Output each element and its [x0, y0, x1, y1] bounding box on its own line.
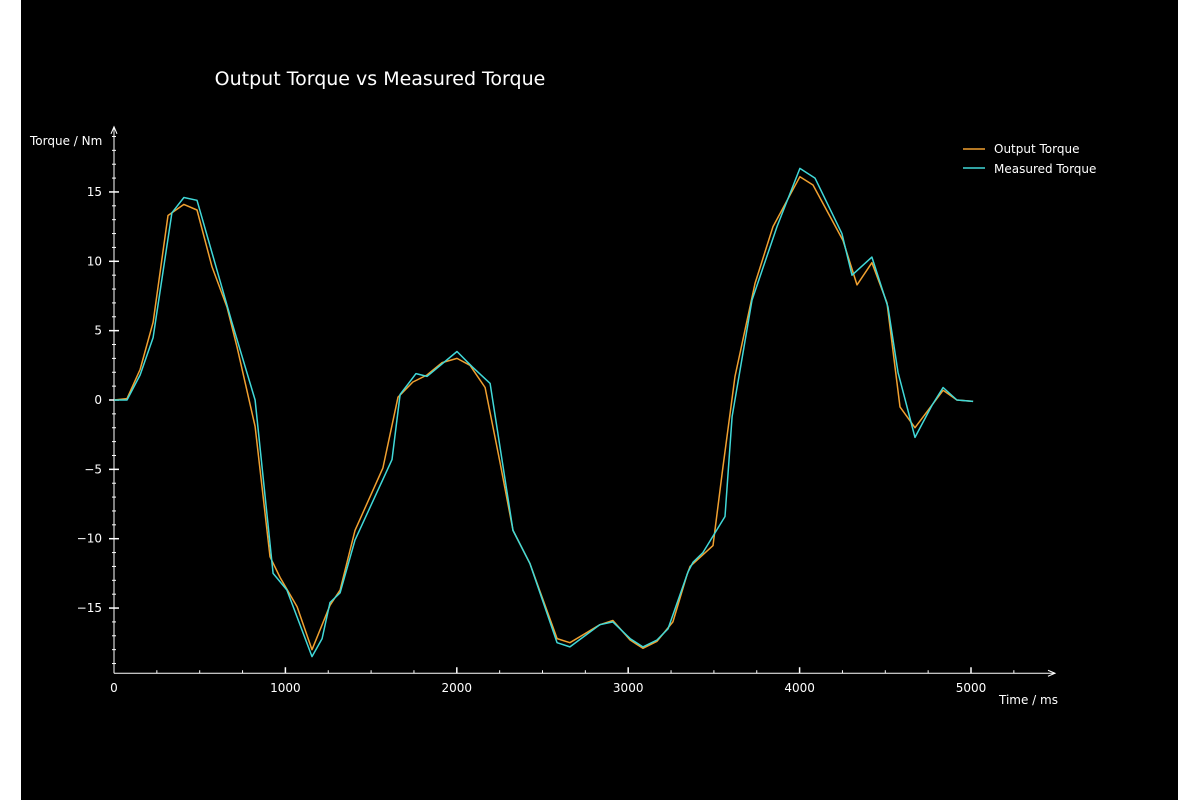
- x-tick-label: 1000: [270, 681, 301, 695]
- y-tick-label: −5: [84, 462, 102, 476]
- x-axis-label: Time / ms: [998, 693, 1058, 707]
- y-tick-label: 0: [94, 393, 102, 407]
- x-tick-label: 0: [110, 681, 118, 695]
- legend-label-output: Output Torque: [994, 142, 1079, 156]
- y-tick-label: −15: [77, 601, 102, 615]
- series-line-output-torque: [113, 175, 974, 651]
- x-tick-label: 5000: [956, 681, 987, 695]
- series-group: [113, 167, 974, 658]
- y-tick-label: 5: [94, 324, 102, 338]
- y-axis-label: Torque / Nm: [29, 134, 102, 148]
- x-axis-arrow: [1047, 669, 1057, 677]
- axes: −15 −10 −5 0 5 10 15 0 1000 2000 3000 4000 5000: [77, 125, 1057, 695]
- y-tick-label: 15: [87, 185, 102, 199]
- y-tick-label: −10: [77, 532, 102, 546]
- legend: Output Torque Measured Torque: [963, 142, 1096, 176]
- series-line-measured-torque: [114, 167, 974, 658]
- line-chart: Output Torque vs Measured Torque Torque …: [29, 68, 1096, 707]
- x-tick-label: 4000: [784, 681, 815, 695]
- chart-title: Output Torque vs Measured Torque: [215, 68, 546, 90]
- y-axis-arrow: [110, 125, 118, 134]
- chart-panel: Output Torque vs Measured Torque Torque …: [21, 0, 1178, 800]
- y-tick-label: 10: [87, 254, 102, 268]
- x-tick-label: 2000: [442, 681, 473, 695]
- legend-label-measured: Measured Torque: [994, 162, 1096, 176]
- x-tick-label: 3000: [613, 681, 644, 695]
